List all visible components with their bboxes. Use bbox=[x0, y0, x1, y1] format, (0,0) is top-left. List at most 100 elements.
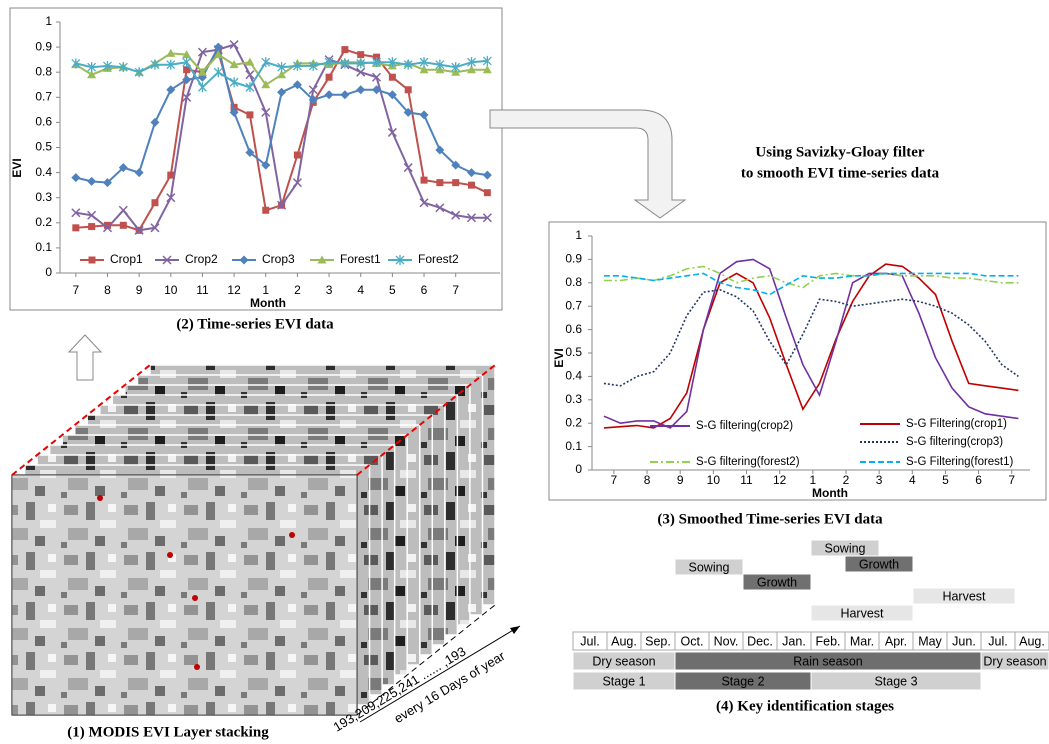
marker bbox=[166, 193, 176, 203]
marker bbox=[482, 65, 492, 74]
marker bbox=[72, 224, 80, 232]
y-axis-title: EVI bbox=[10, 158, 24, 177]
marker bbox=[197, 67, 207, 76]
marker bbox=[150, 117, 160, 127]
marker bbox=[88, 223, 96, 231]
marker bbox=[167, 171, 175, 179]
month-label: Nov. bbox=[714, 634, 739, 648]
phase-bar bbox=[810, 604, 914, 622]
marker bbox=[245, 82, 255, 93]
legend-label: Crop2 bbox=[185, 252, 218, 266]
month-label: Mar. bbox=[850, 634, 874, 648]
marker bbox=[292, 60, 302, 71]
marker bbox=[87, 62, 97, 73]
marker bbox=[483, 189, 491, 197]
x-tick-label: 7 bbox=[72, 283, 79, 297]
x-tick-label: 4 bbox=[357, 283, 364, 297]
marker bbox=[341, 46, 349, 54]
marker bbox=[435, 59, 445, 70]
marker bbox=[435, 145, 445, 155]
marker bbox=[373, 53, 381, 61]
month-label: Jul. bbox=[580, 634, 599, 648]
marker bbox=[134, 67, 144, 78]
legend-label: Crop1 bbox=[110, 252, 143, 266]
y-tick-label: 0.8 bbox=[565, 275, 582, 289]
marker bbox=[162, 255, 172, 265]
y-tick-label: 0 bbox=[45, 265, 52, 279]
month-label: Oct. bbox=[681, 634, 704, 648]
marker bbox=[151, 199, 159, 207]
y-tick-label: 0.6 bbox=[35, 115, 52, 129]
marker bbox=[229, 107, 239, 117]
marker bbox=[213, 42, 223, 52]
legend-label: S-G filtering(forest2) bbox=[696, 456, 800, 468]
y-tick-label: 0.3 bbox=[35, 190, 52, 204]
marker bbox=[451, 62, 461, 73]
marker bbox=[245, 148, 255, 158]
season-bar-label: Dry season bbox=[983, 654, 1046, 668]
marker bbox=[340, 90, 350, 100]
y-axis-title: EVI bbox=[552, 348, 566, 367]
stage-bar-label: Stage 1 bbox=[602, 674, 645, 688]
marker bbox=[356, 85, 366, 95]
legend-label: Forest1 bbox=[340, 252, 381, 266]
chart-caption: (2) Time-series EVI data bbox=[176, 316, 334, 332]
marker bbox=[262, 206, 270, 214]
marker bbox=[324, 57, 334, 68]
marker bbox=[150, 223, 160, 233]
marker bbox=[182, 50, 192, 59]
legend-label: Crop3 bbox=[262, 252, 295, 266]
marker bbox=[71, 173, 81, 183]
marker bbox=[229, 60, 239, 69]
x-tick-label: 6 bbox=[975, 473, 982, 487]
y-tick-label: 1 bbox=[575, 228, 582, 242]
marker bbox=[166, 85, 176, 95]
marker bbox=[357, 51, 365, 59]
phase-bar-label: Growth bbox=[757, 575, 797, 589]
marker bbox=[419, 110, 429, 120]
sample-point bbox=[192, 595, 198, 601]
marker bbox=[387, 127, 397, 137]
y-tick-label: 1 bbox=[45, 14, 52, 28]
marker bbox=[182, 57, 192, 68]
series-line bbox=[603, 265, 1019, 289]
marker bbox=[87, 176, 97, 186]
marker bbox=[277, 200, 287, 210]
marker bbox=[356, 58, 366, 69]
x-tick-label: 10 bbox=[164, 283, 178, 297]
phase-bar-label: Sowing bbox=[689, 560, 730, 574]
series-line bbox=[603, 263, 1019, 429]
marker bbox=[482, 213, 492, 223]
sample-point bbox=[194, 664, 200, 670]
marker bbox=[182, 92, 192, 102]
x-tick-label: 4 bbox=[909, 473, 916, 487]
marker bbox=[197, 47, 207, 57]
marker bbox=[230, 103, 238, 111]
stage-bar bbox=[810, 671, 982, 691]
sample-point bbox=[167, 552, 173, 558]
phase-bar-label: Harvest bbox=[942, 589, 986, 603]
phase-bar bbox=[844, 555, 914, 573]
arrow-note: to smooth EVI time-series data bbox=[741, 165, 940, 181]
marker bbox=[71, 58, 81, 69]
marker bbox=[403, 163, 413, 173]
month-label: Feb. bbox=[815, 634, 840, 648]
season-bar-label: Rain season bbox=[793, 654, 863, 668]
marker bbox=[166, 59, 176, 70]
marker bbox=[245, 70, 255, 80]
marker bbox=[277, 70, 287, 79]
x-tick-label: 3 bbox=[326, 283, 333, 297]
x-tick-label: 7 bbox=[1008, 473, 1015, 487]
chart-frame bbox=[548, 221, 1047, 501]
marker bbox=[71, 208, 81, 218]
y-tick-label: 0.9 bbox=[35, 39, 52, 53]
marker bbox=[404, 86, 412, 94]
marker bbox=[482, 170, 492, 180]
marker bbox=[403, 107, 413, 117]
phase-bar-label: Harvest bbox=[840, 606, 884, 620]
season-bar-label: Dry season bbox=[592, 654, 655, 668]
image-front bbox=[11, 474, 358, 716]
x-tick-label: 7 bbox=[611, 473, 618, 487]
marker bbox=[468, 181, 476, 189]
